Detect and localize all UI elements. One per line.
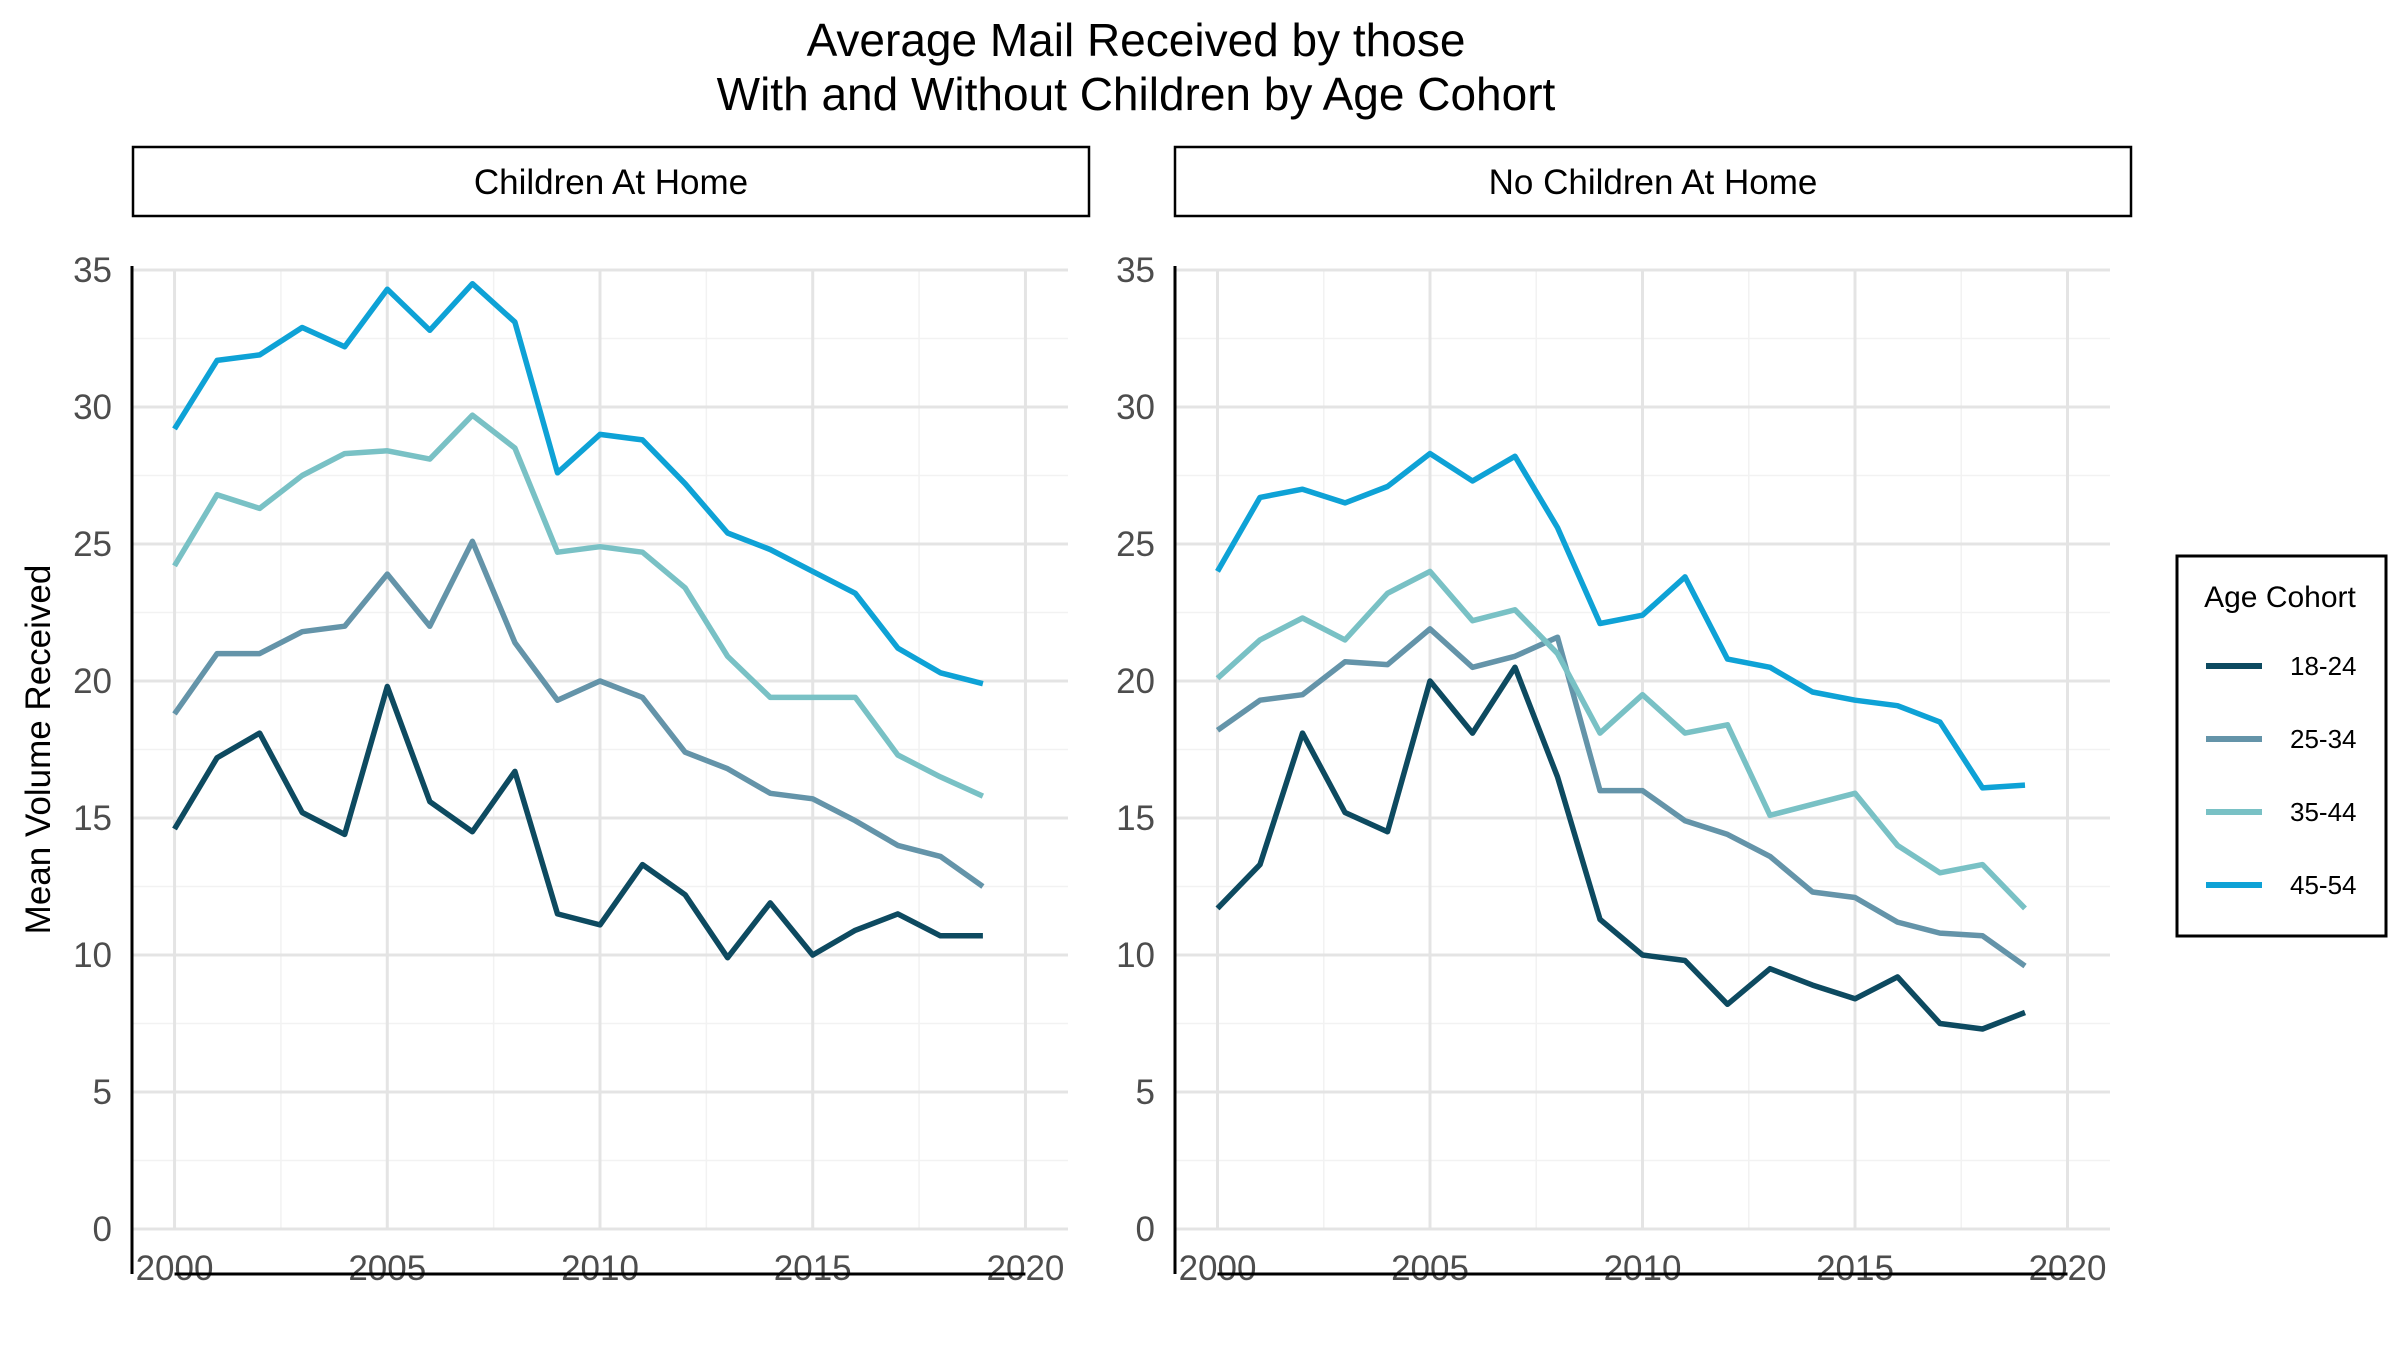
series-line-18-24 xyxy=(172,683,983,961)
panel-strip-label: No Children At Home xyxy=(1489,163,1818,202)
x-tick-label: 2020 xyxy=(987,1249,1065,1288)
y-tick-label: 20 xyxy=(73,662,112,701)
legend-box xyxy=(2175,554,2388,938)
series-line-35-44 xyxy=(1215,568,2027,911)
y-tick-label: 25 xyxy=(1116,525,1155,564)
y-tick-label: 35 xyxy=(73,251,112,290)
chart-title-line-2: With and Without Children by Age Cohort xyxy=(717,68,1556,120)
x-tick-label: 2000 xyxy=(136,1249,214,1288)
y-tick-label: 10 xyxy=(1116,936,1155,975)
x-tick-label: 2020 xyxy=(2029,1249,2107,1288)
panel-1: Children At Home 0 5 10 15 20 25 30 35 2000 2005 20… xyxy=(73,145,1091,1288)
y-tick-label: 25 xyxy=(73,525,112,564)
y-tick-label: 20 xyxy=(1116,662,1155,701)
series-line-45-54 xyxy=(172,280,984,687)
y-tick-label: 15 xyxy=(73,799,112,838)
x-tick-label: 2005 xyxy=(348,1249,426,1288)
legend-label: 35-44 xyxy=(2290,797,2357,827)
chart-title-line-1: Average Mail Received by those xyxy=(807,14,1466,66)
y-tick-label: 0 xyxy=(93,1210,112,1249)
y-tick-label: 30 xyxy=(73,388,112,427)
x-tick-label: 2000 xyxy=(1179,1249,1257,1288)
x-tick-label: 2015 xyxy=(1816,1249,1894,1288)
y-tick-label: 5 xyxy=(93,1073,112,1112)
x-tick-label: 2010 xyxy=(561,1249,639,1288)
panel-2: No Children At Home 0 5 10 15 20 25 30 35 2000 200… xyxy=(1116,145,2133,1288)
y-tick-label: 30 xyxy=(1116,388,1155,427)
legend: Age Cohort 18-24 25-34 35-44 45-54 xyxy=(2175,554,2388,938)
panel-strip xyxy=(1173,145,2133,218)
panel-strip xyxy=(131,145,1091,218)
series-line-45-54 xyxy=(1215,450,2026,791)
series-line-18-24 xyxy=(1215,664,2026,1032)
y-tick-label: 5 xyxy=(1136,1073,1155,1112)
y-tick-label: 10 xyxy=(73,936,112,975)
x-tick-label: 2005 xyxy=(1391,1249,1469,1288)
panel-strip-label: Children At Home xyxy=(474,163,748,202)
legend-label: 25-34 xyxy=(2290,724,2357,754)
legend-label: 45-54 xyxy=(2290,870,2357,900)
legend-title: Age Cohort xyxy=(2204,581,2356,614)
y-tick-label: 15 xyxy=(1116,799,1155,838)
x-tick-label: 2015 xyxy=(774,1249,852,1288)
series-line-25-34 xyxy=(172,538,985,889)
x-tick-label: 2010 xyxy=(1604,1249,1682,1288)
y-axis-title: Mean Volume Received xyxy=(19,565,58,935)
y-tick-label: 35 xyxy=(1116,251,1155,290)
series-line-25-34 xyxy=(1215,626,2027,969)
series-line-35-44 xyxy=(172,412,985,799)
y-tick-label: 0 xyxy=(1136,1210,1155,1249)
legend-label: 18-24 xyxy=(2290,651,2357,681)
